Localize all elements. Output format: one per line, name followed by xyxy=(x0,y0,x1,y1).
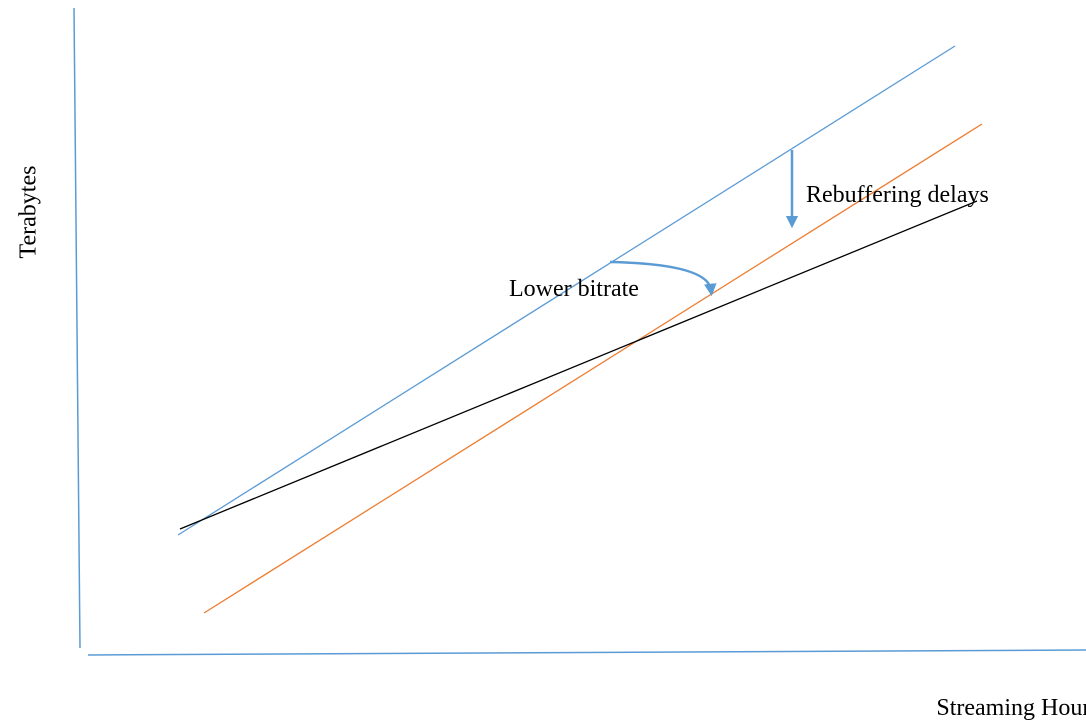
y-axis-label: Terabytes xyxy=(16,166,42,259)
lower-line xyxy=(179,200,978,530)
lower-bitrate-arrow xyxy=(609,260,717,297)
upper-line xyxy=(177,45,956,536)
x-axis-label: Streaming Hours xyxy=(936,695,1086,721)
y-axis xyxy=(73,7,81,649)
middle-line xyxy=(203,123,983,614)
lower-bitrate-label: Lower bitrate xyxy=(509,276,639,302)
rebuffering-label: Rebuffering delays xyxy=(806,182,989,208)
x-axis xyxy=(87,649,1086,656)
